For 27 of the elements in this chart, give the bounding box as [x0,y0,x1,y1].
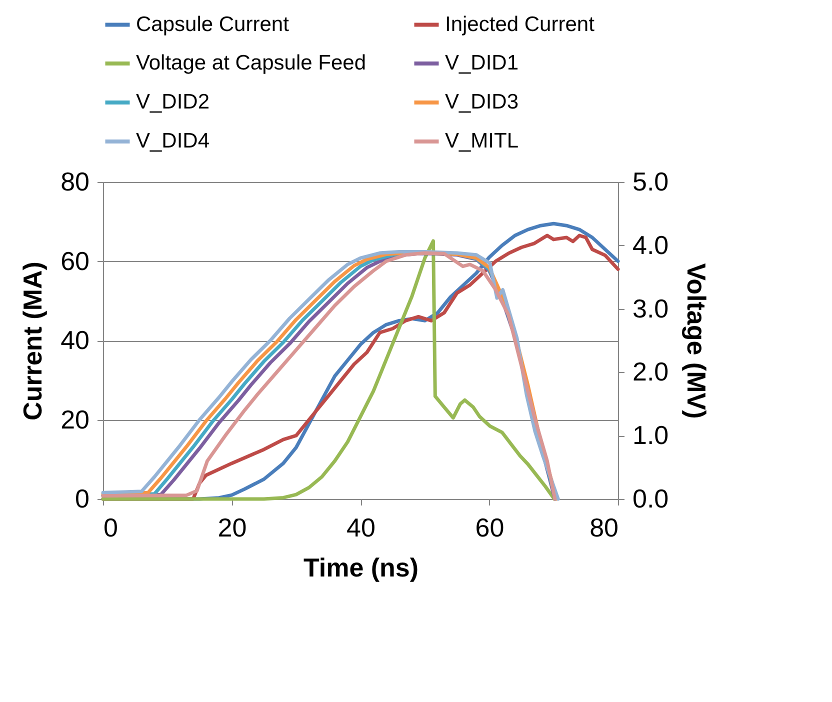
y2-tick-label: 5.0 [632,166,669,196]
y-tick-label: 60 [60,246,90,276]
legend-label: V_DID3 [445,90,519,114]
legend-label: Voltage at Capsule Feed [136,52,366,74]
y2-tick-label: 1.0 [632,420,669,450]
x-tick-label: 60 [475,512,504,542]
y2-tick-label: 2.0 [632,356,669,387]
y-tick-label: 80 [60,166,90,196]
x-tick-label: 40 [346,512,376,542]
legend-label: V_DID2 [136,90,210,114]
y2-tick-label: 0.0 [632,484,669,514]
legend-label: V_DID1 [445,52,519,74]
legend-label: V_MITL [445,130,519,152]
x-axis-title: Time (ns) [303,552,419,582]
y-tick-label: 40 [60,325,90,355]
y-tick-label: 0 [75,484,90,514]
y-axis-title: Current (MA) [18,262,48,420]
legend-label: V_DID4 [136,130,210,152]
x-tick-label: 80 [590,512,618,542]
x-tick-label: 0 [104,512,118,542]
legend-label: Injected Current [445,12,595,36]
y-tick-label: 20 [60,404,90,434]
x-tick-label: 20 [218,512,247,542]
legend-label: Capsule Current [136,12,290,36]
y2-tick-label: 4.0 [632,230,669,260]
y2-tick-label: 3.0 [632,293,669,324]
y2-axis-title: Voltage (MV) [682,263,712,419]
